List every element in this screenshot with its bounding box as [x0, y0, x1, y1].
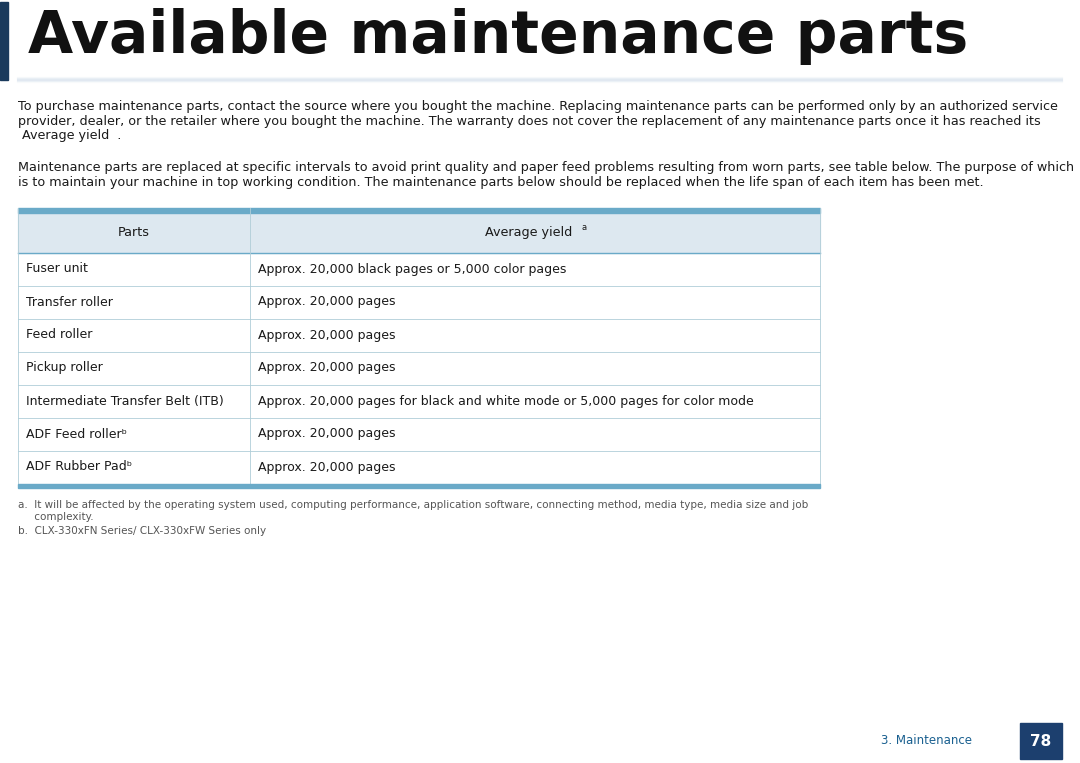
- Text: Approx. 20,000 black pages or 5,000 color pages: Approx. 20,000 black pages or 5,000 colo…: [258, 262, 566, 275]
- Text: Parts: Parts: [118, 226, 150, 239]
- Text: ADF Rubber Padᵇ: ADF Rubber Padᵇ: [26, 461, 132, 474]
- Text: Transfer roller: Transfer roller: [26, 295, 113, 308]
- Bar: [18, 484, 820, 488]
- Text: a.  It will be affected by the operating system used, computing performance, app: a. It will be affected by the operating …: [18, 500, 808, 510]
- Text: Approx. 20,000 pages: Approx. 20,000 pages: [258, 295, 395, 308]
- Text: Approx. 20,000 pages: Approx. 20,000 pages: [258, 461, 395, 474]
- Text: Average yield  .: Average yield .: [18, 129, 121, 142]
- Text: complexity.: complexity.: [18, 511, 94, 521]
- Text: 78: 78: [1030, 733, 1052, 749]
- Text: a: a: [581, 223, 586, 232]
- Bar: [18, 385, 820, 417]
- Bar: [1020, 723, 1062, 759]
- Bar: [18, 213, 820, 253]
- Text: To purchase maintenance parts, contact the source where you bought the machine. : To purchase maintenance parts, contact t…: [18, 100, 1058, 113]
- Text: Approx. 20,000 pages: Approx. 20,000 pages: [258, 329, 395, 342]
- Text: Approx. 20,000 pages: Approx. 20,000 pages: [258, 362, 395, 375]
- Text: 3. Maintenance: 3. Maintenance: [881, 735, 972, 748]
- Text: b.  CLX-330xFN Series/ CLX-330xFW Series only: b. CLX-330xFN Series/ CLX-330xFW Series …: [18, 526, 266, 536]
- Bar: [18, 253, 820, 285]
- Bar: [18, 285, 820, 318]
- Text: provider, dealer, or the retailer where you bought the machine. The warranty doe: provider, dealer, or the retailer where …: [18, 114, 1041, 127]
- Text: Available maintenance parts: Available maintenance parts: [28, 8, 969, 65]
- Text: ADF Feed rollerᵇ: ADF Feed rollerᵇ: [26, 427, 127, 440]
- Text: Approx. 20,000 pages for black and white mode or 5,000 pages for color mode: Approx. 20,000 pages for black and white…: [258, 394, 754, 407]
- Bar: [0, 2, 8, 80]
- Text: Intermediate Transfer Belt (ITB): Intermediate Transfer Belt (ITB): [26, 394, 224, 407]
- Bar: [18, 417, 820, 450]
- Bar: [18, 352, 820, 385]
- Bar: [18, 450, 820, 484]
- Text: Approx. 20,000 pages: Approx. 20,000 pages: [258, 427, 395, 440]
- Text: Maintenance parts are replaced at specific intervals to avoid print quality and : Maintenance parts are replaced at specif…: [18, 162, 1075, 175]
- Text: Fuser unit: Fuser unit: [26, 262, 87, 275]
- Bar: [18, 318, 820, 352]
- Bar: [18, 208, 820, 213]
- Text: is to maintain your machine in top working condition. The maintenance parts belo: is to maintain your machine in top worki…: [18, 176, 984, 189]
- Text: Pickup roller: Pickup roller: [26, 362, 103, 375]
- Text: Feed roller: Feed roller: [26, 329, 93, 342]
- Text: Average yield: Average yield: [485, 226, 572, 239]
